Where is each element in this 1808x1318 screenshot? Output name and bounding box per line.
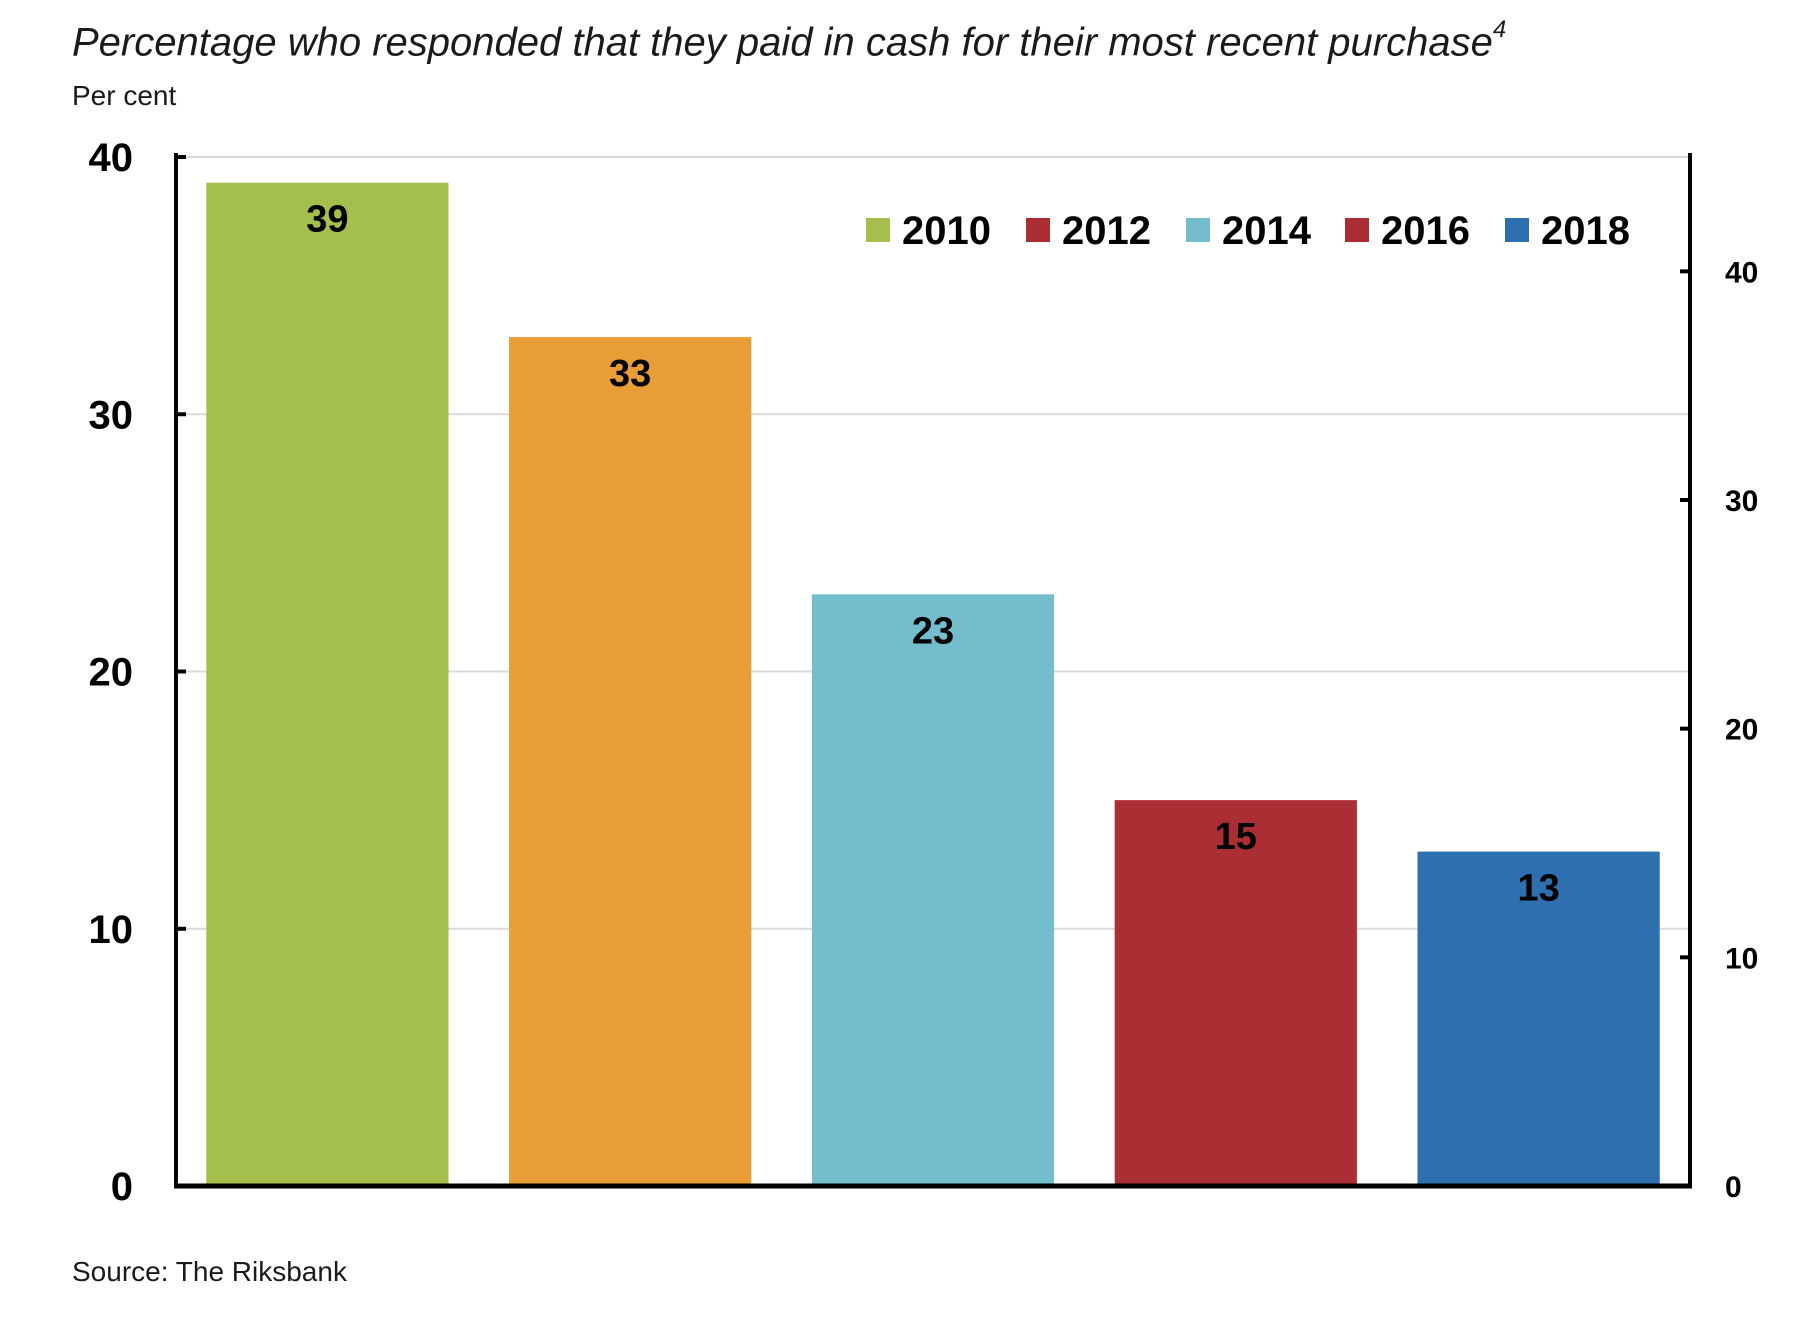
- chart-title: Percentage who responded that they paid …: [72, 16, 1506, 65]
- legend-label-2016: 2016: [1381, 209, 1470, 253]
- axes: 0 10 20 30 40 0 10 20 30 40: [89, 136, 1759, 1209]
- legend-label-2018: 2018: [1541, 209, 1630, 253]
- chart-title-text: Percentage who responded that they paid …: [72, 20, 1493, 65]
- right-tick-label-0: 0: [1725, 1171, 1742, 1204]
- source-note: Source: The Riksbank: [72, 1256, 347, 1287]
- right-tick-label-10: 10: [1725, 942, 1758, 975]
- bars: [206, 182, 1660, 1187]
- bar-2018: [1417, 851, 1660, 1186]
- data-label-2014: 23: [912, 610, 954, 652]
- legend-swatch-2012: [1026, 218, 1050, 242]
- bar-2014: [811, 594, 1055, 1186]
- axis-unit-label: Per cent: [72, 80, 177, 111]
- legend-swatch-2014: [1186, 218, 1210, 242]
- legend-swatch-2010: [866, 218, 890, 242]
- bar-2012: [509, 337, 752, 1186]
- legend-label-2012: 2012: [1062, 209, 1151, 253]
- data-label-2018: 13: [1517, 868, 1559, 910]
- data-label-2010: 39: [306, 199, 348, 241]
- left-tick-label-0: 0: [111, 1165, 133, 1209]
- legend-swatch-2018: [1505, 218, 1529, 242]
- bar-2010: [206, 182, 449, 1187]
- left-tick-label-40: 40: [89, 136, 134, 180]
- right-tick-label-20: 20: [1725, 714, 1758, 747]
- left-tick-label-10: 10: [89, 908, 134, 952]
- right-tick-label-30: 30: [1725, 485, 1758, 518]
- data-label-2012: 33: [609, 353, 651, 395]
- data-label-2016: 15: [1215, 816, 1257, 858]
- right-tick-label-40: 40: [1725, 256, 1758, 289]
- data-labels: 39 33 23 15 13: [306, 199, 1559, 910]
- bar-2016: [1114, 800, 1357, 1186]
- legend-swatch-2016: [1345, 218, 1369, 242]
- left-tick-label-30: 30: [89, 393, 134, 437]
- legend-label-2010: 2010: [902, 209, 991, 253]
- legend-label-2014: 2014: [1222, 209, 1312, 253]
- left-tick-label-20: 20: [89, 651, 134, 695]
- title-footnote-marker: 4: [1492, 16, 1507, 43]
- legend: 2010 2012 2014 2016 2018: [866, 209, 1630, 253]
